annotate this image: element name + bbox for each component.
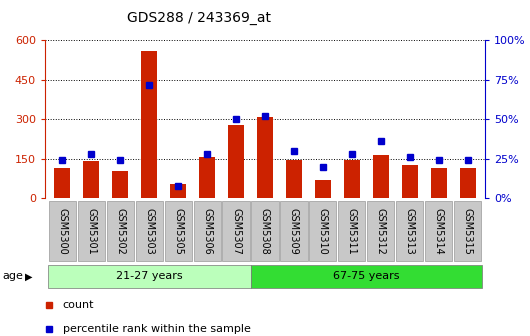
Text: GSM5303: GSM5303 <box>144 208 154 254</box>
Text: GSM5313: GSM5313 <box>405 208 414 254</box>
Bar <box>257 117 273 198</box>
Bar <box>228 125 244 198</box>
FancyBboxPatch shape <box>338 201 365 261</box>
Text: GSM5314: GSM5314 <box>434 208 444 254</box>
Bar <box>55 168 70 198</box>
Text: GSM5310: GSM5310 <box>318 208 328 254</box>
Text: ▶: ▶ <box>25 271 33 281</box>
Text: percentile rank within the sample: percentile rank within the sample <box>63 324 251 334</box>
Text: GSM5305: GSM5305 <box>173 208 183 254</box>
Bar <box>199 158 215 198</box>
Text: 21-27 years: 21-27 years <box>116 271 182 281</box>
Text: GSM5311: GSM5311 <box>347 208 357 254</box>
Text: GSM5312: GSM5312 <box>376 208 386 254</box>
FancyBboxPatch shape <box>425 201 452 261</box>
Text: GSM5300: GSM5300 <box>57 208 67 254</box>
Text: GSM5302: GSM5302 <box>116 208 125 254</box>
FancyBboxPatch shape <box>165 201 192 261</box>
Bar <box>344 160 360 198</box>
FancyBboxPatch shape <box>48 265 251 288</box>
Bar <box>170 184 186 198</box>
Text: GSM5307: GSM5307 <box>231 208 241 254</box>
FancyBboxPatch shape <box>193 201 220 261</box>
FancyBboxPatch shape <box>78 201 105 261</box>
Text: count: count <box>63 300 94 310</box>
Bar <box>112 171 128 198</box>
FancyBboxPatch shape <box>107 201 134 261</box>
Text: GSM5308: GSM5308 <box>260 208 270 254</box>
FancyBboxPatch shape <box>310 201 337 261</box>
Text: 67-75 years: 67-75 years <box>333 271 400 281</box>
FancyBboxPatch shape <box>223 201 250 261</box>
Bar <box>373 155 388 198</box>
FancyBboxPatch shape <box>396 201 423 261</box>
FancyBboxPatch shape <box>251 265 482 288</box>
Text: GSM5306: GSM5306 <box>202 208 212 254</box>
Bar <box>402 165 418 198</box>
FancyBboxPatch shape <box>280 201 307 261</box>
Bar <box>460 168 475 198</box>
Text: GSM5301: GSM5301 <box>86 208 96 254</box>
Bar <box>315 180 331 198</box>
FancyBboxPatch shape <box>136 201 163 261</box>
Text: GSM5315: GSM5315 <box>463 208 473 254</box>
Text: GSM5309: GSM5309 <box>289 208 299 254</box>
Bar <box>142 51 157 198</box>
FancyBboxPatch shape <box>49 201 76 261</box>
Bar <box>286 160 302 198</box>
FancyBboxPatch shape <box>454 201 481 261</box>
FancyBboxPatch shape <box>367 201 394 261</box>
Text: age: age <box>3 271 23 281</box>
Text: GDS288 / 243369_at: GDS288 / 243369_at <box>127 11 271 25</box>
FancyBboxPatch shape <box>251 201 279 261</box>
Bar <box>83 161 99 198</box>
Bar <box>431 168 447 198</box>
